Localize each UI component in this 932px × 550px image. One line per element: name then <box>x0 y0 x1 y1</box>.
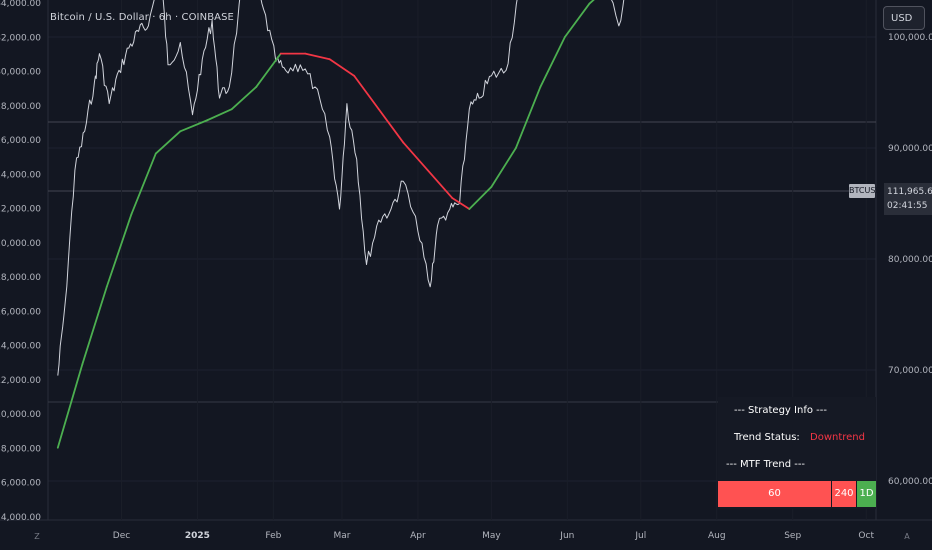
right-axis-tick: 60,000.00 <box>888 477 932 487</box>
moving-average-segment <box>426 169 454 199</box>
moving-average-segment <box>206 108 233 122</box>
left-axis-tick: 14,000.00 <box>0 342 41 352</box>
moving-average-segment <box>56 363 84 449</box>
left-axis-tick: 18,000.00 <box>0 273 41 283</box>
time-axis-tick: Mar <box>333 531 350 541</box>
moving-average-segment <box>588 0 595 5</box>
moving-average-segment <box>255 52 282 88</box>
chart-series <box>56 0 625 449</box>
left-axis-tick: 10,000.00 <box>0 410 41 420</box>
mtf-cell-60: 60 <box>718 481 831 507</box>
moving-average-segment <box>451 197 471 210</box>
time-axis-tick: Oct <box>858 531 874 541</box>
left-axis-tick: 32,000.00 <box>0 33 41 43</box>
moving-average-segment <box>377 108 405 144</box>
right-axis-tick: 70,000.00 <box>888 366 932 376</box>
right-price-axis: 140,000.00130,000.00120,000.00110,000.00… <box>888 33 932 487</box>
moving-average-segment <box>81 285 108 366</box>
time-axis-tick: Jul <box>634 531 646 541</box>
time-axis: Dec 2025 Feb Mar Apr May Jun Jul Aug Sep Oct <box>113 531 875 541</box>
auto-scale-right-button[interactable]: A <box>904 532 910 541</box>
right-axis-tick: 90,000.00 <box>888 144 932 154</box>
ticker-tag: BTCUSD <box>849 184 882 198</box>
left-price-axis: 34,000.00 32,000.00 30,000.00 28,000.00 26,0… <box>0 0 41 523</box>
time-axis-tick: Dec <box>113 531 130 541</box>
left-axis-tick: 4,000.00 <box>1 513 41 523</box>
price-line <box>57 0 625 376</box>
moving-average-segment <box>304 52 331 61</box>
left-axis-tick: 20,000.00 <box>0 239 41 249</box>
time-axis-tick: Aug <box>708 531 726 541</box>
currency-selector[interactable]: USD <box>883 6 925 30</box>
left-axis-tick: 16,000.00 <box>0 307 41 317</box>
right-axis-tick: 80,000.00 <box>888 255 932 265</box>
auto-scale-left-button[interactable]: Z <box>34 532 40 541</box>
right-axis-tick: 100,000.00 <box>888 33 932 43</box>
trend-status-label: Trend Status: <box>734 432 800 443</box>
moving-average-segment <box>490 147 517 188</box>
moving-average-segment <box>154 130 182 155</box>
moving-average-segment <box>130 152 157 216</box>
strategy-heading: --- Strategy Info --- <box>734 405 827 416</box>
left-axis-tick: 6,000.00 <box>1 479 41 489</box>
left-axis-tick: 12,000.00 <box>0 376 41 386</box>
moving-average-segment <box>179 119 209 133</box>
left-axis-tick: 26,000.00 <box>0 136 41 146</box>
left-axis-tick: 24,000.00 <box>0 170 41 180</box>
chart-title: Bitcoin / U.S. Dollar · 6h · COINBASE <box>50 12 234 23</box>
bar-countdown: 02:41:55 <box>887 201 928 211</box>
time-axis-tick: Sep <box>784 531 801 541</box>
moving-average-segment <box>105 213 133 288</box>
left-axis-tick: 28,000.00 <box>0 102 41 112</box>
left-axis-tick: 30,000.00 <box>0 68 41 78</box>
time-axis-tick: 2025 <box>185 531 210 541</box>
moving-average-segment <box>539 36 566 88</box>
time-axis-tick: Jun <box>559 531 574 541</box>
moving-average-segment <box>402 141 429 172</box>
last-price-value: 111,965.66 <box>887 187 932 197</box>
time-axis-tick: Apr <box>410 531 426 541</box>
left-axis-tick: 22,000.00 <box>0 205 41 215</box>
mtf-cell-1d: 1D <box>857 481 876 507</box>
mtf-cell-240: 240 <box>832 481 856 507</box>
moving-average-segment <box>353 74 380 111</box>
time-axis-tick: May <box>482 531 501 541</box>
moving-average-segment <box>328 58 356 77</box>
mtf-trend-heading: --- MTF Trend --- <box>726 459 806 470</box>
last-price-tag: 111,965.66 02:41:55 <box>884 183 932 215</box>
time-axis-tick: Feb <box>265 531 281 541</box>
strategy-info-panel: --- Strategy Info --- Trend Status: Down… <box>718 397 876 509</box>
moving-average-segment <box>514 86 542 149</box>
left-axis-tick: 34,000.00 <box>0 0 41 9</box>
moving-average-segment <box>563 2 591 38</box>
moving-average-segment <box>468 185 493 210</box>
moving-average-segment <box>230 86 258 111</box>
left-axis-tick: 8,000.00 <box>1 444 41 454</box>
trend-status-value: Downtrend <box>810 432 865 443</box>
